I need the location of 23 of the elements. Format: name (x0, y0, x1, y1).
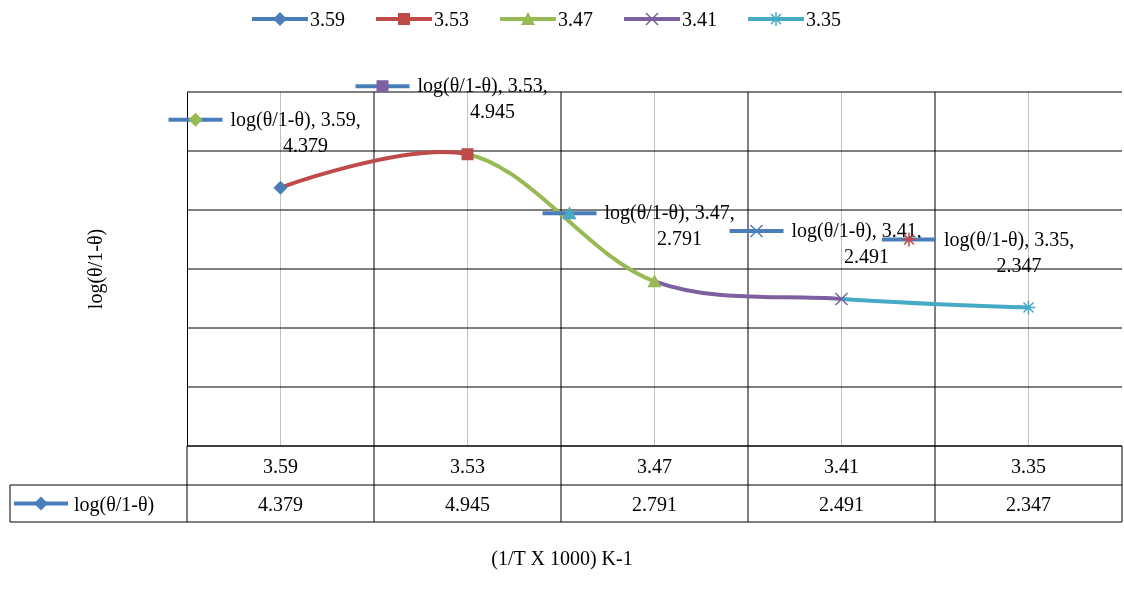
data-label: 4.945 (445, 492, 490, 515)
x-tick-label: 3.47 (637, 454, 672, 477)
annotation: log(θ/1-θ), 3.35, 2.347 (944, 227, 1075, 276)
x-tick-label: 3.53 (450, 454, 485, 477)
x-axis-title: (1/T X 1000) K-1 (491, 547, 633, 570)
data-label: 2.347 (1006, 492, 1051, 515)
legend-label: log(θ/1-θ) (74, 492, 155, 516)
annotation: log(θ/1-θ), 3.41, 2.491 (791, 219, 922, 268)
annotation: log(θ/1-θ), 3.59, 4.379 (230, 107, 361, 156)
x-tick-label: 3.41 (824, 454, 859, 477)
x-tick-label: 3.35 (1011, 454, 1046, 477)
category-label: 3.35 (806, 8, 841, 30)
category-label: 3.59 (310, 8, 345, 30)
annotation: log(θ/1-θ), 3.47, 2.791 (604, 201, 735, 250)
category-label: 3.53 (434, 8, 469, 30)
category-label: 3.41 (682, 8, 717, 30)
data-label: 2.491 (819, 492, 864, 515)
annotation: log(θ/1-θ), 3.53, 4.945 (417, 74, 548, 123)
data-label: 4.379 (258, 492, 303, 515)
data-label: 2.791 (632, 492, 677, 515)
y-axis-title: log(θ/1-θ) (84, 228, 107, 310)
category-label: 3.47 (558, 8, 593, 30)
x-tick-label: 3.59 (263, 454, 298, 477)
